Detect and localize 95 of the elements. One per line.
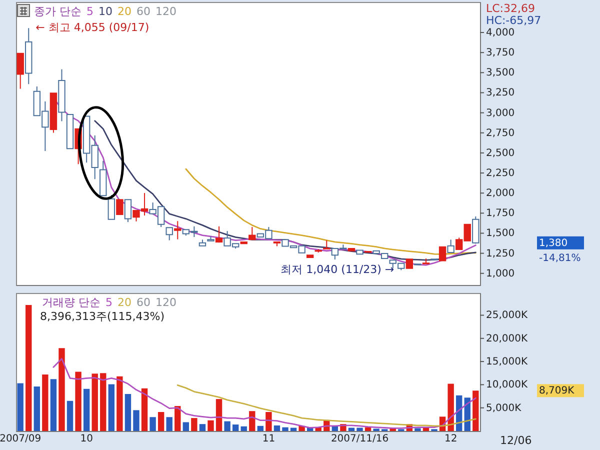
y-tick-label: 15,000K [486,356,528,368]
bar [174,406,181,431]
y-tick-label: 2,750 [486,128,515,139]
y-tick-label: 10,000K [486,380,528,391]
y-tick-label: 1,000 [486,268,515,280]
bar [414,428,421,431]
bar [158,412,164,431]
bar [50,379,57,431]
y-tick-label: 1,500 [486,228,515,240]
text: 8,709K [539,386,575,397]
y-tick-label: 20,000K [486,333,528,344]
bar [141,388,148,431]
candlestick [16,52,24,90]
y-tick-label: 2,500 [486,148,515,159]
candlestick [166,227,173,241]
text: 1,380 [539,238,568,249]
text: 20 [118,5,132,18]
bar [356,428,363,431]
bar [116,376,123,431]
bar [182,422,190,431]
bar [17,383,24,431]
y-tick-label: 2,250 [486,168,515,180]
bar [26,305,32,431]
y-tick-label: 3,250 [486,88,515,99]
y-tick-label: 2,000 [486,188,515,200]
bar [274,425,280,431]
legend-title: 종가 단순 [34,5,82,18]
bar [100,373,106,431]
bar [208,420,214,431]
annotation: 최저 1,040 (11/23) → [280,263,394,276]
bar [108,384,115,431]
bar [150,417,156,431]
bar [34,386,40,431]
bar [364,427,372,431]
text: 5 [86,5,94,18]
candlestick [406,258,414,269]
annotation: ← 최고 4,055 (09/17) [36,21,150,34]
text: 5 [106,296,112,309]
candlestick [447,239,454,253]
text: LC:32,69 [486,2,536,15]
bar [448,384,454,431]
text: -14,81% [539,252,581,264]
bar [166,417,172,431]
bar [133,410,140,431]
bar [240,426,247,431]
text: 20 [118,296,132,309]
y-tick-label: 25,000K [486,310,528,322]
bar [282,427,288,431]
y-tick-label: 1,750 [486,208,515,220]
bar [216,399,222,431]
y-tick-label: 3,000 [486,108,515,119]
bar [232,424,239,431]
candlestick [438,246,446,262]
text: HC:-65,97 [486,14,542,27]
bar [92,374,98,431]
annotation: 60 [136,296,150,309]
text: 12/06 [500,434,532,447]
bar [199,424,206,431]
bar [83,388,90,431]
bar [224,421,230,431]
bar [42,374,48,431]
bar [124,394,132,431]
x-tick-label: 10 [80,434,93,444]
annotation: 8,396,313주(115,43%) [40,309,165,324]
y-tick-label: 5,000K [486,402,522,414]
annotation: 60 [136,5,150,18]
bar [66,400,74,431]
bar [249,411,256,431]
legend-title: 거래량 단순 [42,296,100,309]
x-tick-label: 11 [262,434,276,444]
x-tick-label: 2007/11/16 [330,434,389,444]
y-tick-label: 3,750 [486,48,515,59]
y-tick-label: 4,000 [486,28,515,39]
bar [266,412,272,431]
line-series [185,168,476,255]
bar [472,390,479,431]
line-series [52,358,476,429]
bar [257,426,264,431]
x-tick-label: 12 [444,434,458,444]
candlestick [124,199,132,223]
x-tick-label: 2007/09 [0,434,42,444]
bar [58,348,65,431]
bar [75,372,82,431]
text: 10 [98,5,112,18]
candlestick [248,226,256,240]
line-series [176,384,476,427]
line-series [94,120,476,261]
candlestick [116,199,124,216]
candlestick [174,220,182,240]
annotation: 120 [156,5,176,18]
candlestick [215,226,223,244]
y-tick-label: 1,250 [486,248,515,260]
annotation: 120 [156,296,176,309]
bar [191,418,198,431]
y-tick-label: 3,500 [486,68,515,79]
